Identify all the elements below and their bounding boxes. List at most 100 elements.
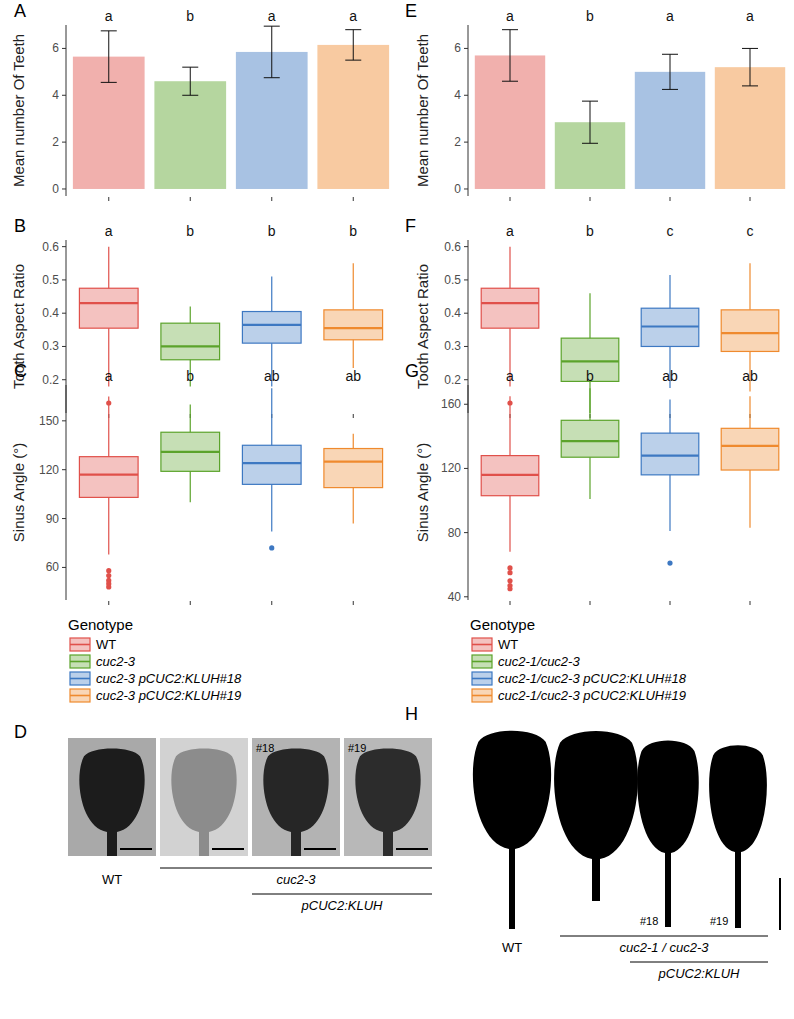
error-cap — [101, 30, 117, 31]
marks — [475, 30, 785, 189]
y-tick-label: 0.3 — [444, 339, 461, 353]
legend-swatch-line — [472, 661, 492, 663]
scale-bar — [396, 848, 428, 850]
y-tick — [62, 142, 66, 143]
whisker — [190, 471, 191, 502]
x-tick — [108, 197, 109, 201]
median — [79, 302, 138, 304]
y-tick-label: 2 — [52, 135, 59, 149]
axis-title: Tooth Aspect Ratio — [10, 264, 27, 389]
box — [79, 457, 138, 498]
significance-letter: b — [186, 8, 194, 24]
line-tag: #18 — [640, 915, 658, 927]
error-stem — [590, 101, 591, 143]
median — [242, 324, 301, 326]
median — [242, 462, 301, 464]
significance-letter: b — [186, 368, 194, 384]
whisker — [669, 475, 670, 531]
error-cap — [662, 54, 678, 55]
marks — [73, 26, 389, 189]
significance-letter: a — [506, 8, 514, 24]
error-cap — [742, 48, 758, 49]
box — [721, 428, 779, 470]
legend-swatch — [472, 638, 492, 651]
bar — [154, 81, 226, 189]
x-tick — [190, 601, 191, 605]
box — [161, 323, 220, 360]
leaf-silhouette — [473, 731, 551, 929]
significance-letter: a — [349, 8, 357, 24]
legend: GenotypeWTcuc2-3cuc2-3 pCUC2:KLUH#18cuc2… — [68, 616, 242, 703]
leaf — [355, 749, 420, 856]
x-tick — [353, 601, 354, 605]
error-cap — [182, 67, 198, 68]
error-cap — [502, 81, 518, 82]
chart-panel: FTooth Aspect Ratio0.20.30.40.50.6abcc — [405, 216, 779, 418]
y-tick — [62, 246, 66, 247]
x-tick — [271, 197, 272, 201]
marks — [481, 388, 779, 591]
y-tick — [464, 379, 468, 380]
whisker — [353, 263, 354, 310]
y-tick — [464, 596, 468, 597]
legend-label: WT — [498, 637, 518, 652]
box — [324, 449, 383, 488]
y-tick-label: 4 — [454, 88, 461, 102]
legend-swatch-line — [70, 661, 90, 663]
median — [324, 327, 383, 329]
legend-label: cuc2-1/cuc2-3 pCUC2:KLUH#18 — [498, 671, 687, 686]
legend-label: cuc2-1/cuc2-3 — [498, 654, 580, 669]
error-cap — [662, 89, 678, 90]
whisker — [589, 293, 590, 338]
error-bar — [582, 101, 598, 143]
scale-bar — [212, 848, 244, 850]
error-cap — [345, 29, 361, 30]
y-tick-label: 0.4 — [42, 306, 59, 320]
outlier — [269, 545, 274, 550]
chart-panel: AMean number Of Teeth0246abaa — [10, 1, 389, 201]
box — [324, 310, 383, 340]
whisker — [271, 388, 272, 445]
y-tick-label: 0.3 — [42, 339, 59, 353]
whisker — [190, 405, 191, 433]
whisker — [669, 399, 670, 433]
legend-swatch — [472, 672, 492, 685]
line-tag: #18 — [256, 742, 274, 754]
y-tick — [62, 48, 66, 49]
legend-swatch-line — [472, 644, 492, 646]
y-tick — [464, 404, 468, 405]
x-tick — [670, 197, 671, 201]
significance-letter: ab — [264, 368, 280, 384]
x-tick — [510, 197, 511, 201]
error-stem — [108, 31, 109, 83]
y-tick-label: 120 — [39, 463, 59, 477]
y-tick — [62, 567, 66, 568]
significance-letter: b — [268, 223, 276, 239]
chart-panel: GSinus Angle (°)4080120160ababab — [405, 361, 779, 605]
scale-bar — [779, 878, 781, 930]
error-stem — [670, 54, 671, 89]
box — [79, 288, 138, 328]
significance-letter: a — [746, 8, 754, 24]
y-tick-label: 90 — [46, 512, 60, 526]
legend-swatch — [70, 672, 90, 685]
photo — [252, 738, 340, 856]
whisker — [749, 396, 750, 428]
x-tick — [108, 601, 109, 605]
significance-letter: b — [586, 8, 594, 24]
bar — [317, 45, 389, 189]
caption: WT — [502, 940, 522, 955]
x-tick — [750, 601, 751, 605]
panel-label: E — [405, 1, 417, 21]
error-cap — [182, 95, 198, 96]
median — [721, 332, 779, 334]
photo — [160, 738, 248, 856]
leaf-silhouette — [554, 731, 638, 901]
error-stem — [271, 26, 272, 78]
legend-swatch — [70, 655, 90, 668]
y-tick-label: 4 — [52, 88, 59, 102]
legend-label: cuc2-3 — [96, 654, 136, 669]
y-tick — [62, 279, 66, 280]
y-axis-line — [66, 25, 67, 196]
whisker — [669, 275, 670, 308]
